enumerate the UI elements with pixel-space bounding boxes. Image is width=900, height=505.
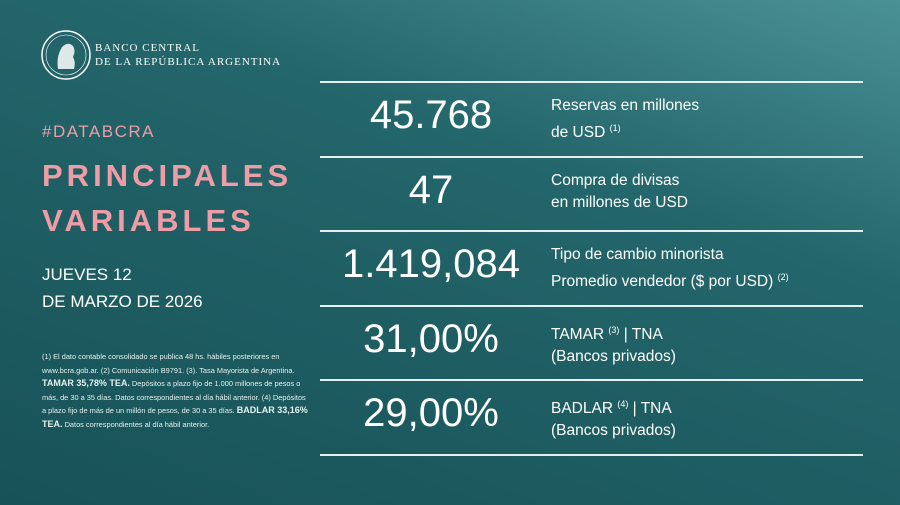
note-ref: (3) (608, 324, 620, 335)
label-text: (Bancos privados) (551, 422, 676, 440)
value: 47 (408, 167, 454, 212)
note-ref: (2) (777, 272, 789, 282)
label-line: en millones de USD (551, 192, 688, 214)
divider (320, 230, 863, 232)
label-line: Promedio vendedor ($ por USD) (2) (551, 266, 789, 293)
label-text: en millones de USD (551, 193, 688, 211)
date: DE MARZO DE 2026 (42, 292, 203, 311)
label-line: TAMAR (3) | TNA (551, 319, 676, 346)
label-line: (Bancos privados) (551, 420, 676, 442)
label-line: Reservas en millones (551, 95, 699, 117)
footnote-text: Depósitos a plazo fijo de 1.000 millones… (42, 379, 306, 415)
label: Tipo de cambio minorista Promedio vendedo… (551, 244, 789, 293)
label: BADLAR (4) | TNA (Bancos privados) (551, 393, 676, 442)
divider (320, 155, 863, 158)
footnote-text: Datos correspondientes al día hábil ante… (62, 419, 210, 429)
footnote-text: TAMAR 35,78% TEA. (42, 378, 130, 388)
hashtag: #DATABCRA (42, 122, 156, 141)
label-text: Promedio vendedor ($ por USD) (551, 273, 774, 291)
footnote: (1) El dato contable consolidado se publ… (42, 350, 310, 431)
date: JUEVES 12 (42, 265, 132, 284)
note-ref: (1) (609, 123, 621, 133)
label-text: Reservas en millones (551, 97, 700, 114)
value: 29,00% (363, 391, 499, 435)
label-line: (Bancos privados) (551, 346, 676, 368)
note-ref: (4) (617, 399, 629, 409)
label-text: | TNA (632, 400, 672, 418)
bank-name: DE LA REPÚBLICA ARGENTINA (95, 56, 282, 68)
divider (320, 453, 863, 456)
label-text: de USD (551, 124, 606, 142)
title: VARIABLES (42, 203, 255, 238)
divider (320, 304, 863, 307)
label-text: (Bancos privados) (551, 347, 676, 365)
label: Reservas en millones de USD (1) (551, 95, 699, 144)
footnote-text: BADLAR 33,16% TEA. (42, 405, 308, 429)
logo (41, 30, 91, 80)
label-text: Tipo de cambio minorista (551, 246, 724, 263)
value: 45.768 (369, 93, 493, 137)
bank-name: BANCO CENTRAL (95, 42, 200, 54)
divider (320, 379, 863, 381)
label: Compra de divisas en millones de USD (551, 170, 688, 214)
label-line: Compra de divisas (551, 170, 688, 192)
label: TAMAR (3) | TNA (Bancos privados) (551, 319, 676, 368)
value: 1.419,084 (342, 242, 520, 286)
label-text: TAMAR (551, 325, 605, 343)
divider (320, 81, 863, 83)
value: 31,00% (363, 316, 499, 361)
label-text: BADLAR (551, 400, 614, 418)
label-text: Compra de divisas (551, 171, 680, 189)
label-line: BADLAR (4) | TNA (551, 393, 676, 420)
title: PRINCIPALES (42, 158, 293, 193)
label-line: Tipo de cambio minorista (551, 244, 789, 266)
footnote-text: (1) El dato contable consolidado se publ… (42, 352, 295, 375)
label-text: | TNA (623, 325, 663, 343)
label-line: de USD (1) (551, 117, 699, 144)
